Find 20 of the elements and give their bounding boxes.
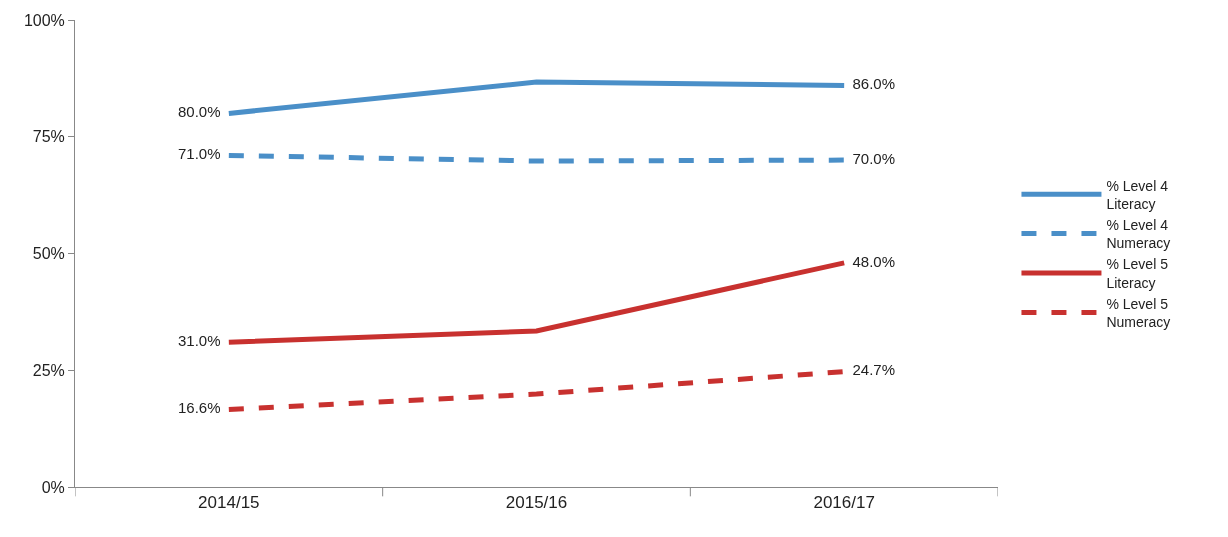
x-tick-label: 2015/16 bbox=[505, 493, 568, 513]
y-tick-label: 0% bbox=[41, 478, 65, 496]
data-label: 48.0% bbox=[844, 252, 904, 270]
y-tick-label: 75% bbox=[32, 128, 65, 146]
data-label: 71.0% bbox=[169, 145, 229, 163]
data-label: 31.0% bbox=[169, 331, 229, 349]
x-tick-label: 2014/15 bbox=[198, 493, 260, 513]
data-label: 70.0% bbox=[844, 149, 904, 167]
y-tick-label: 50% bbox=[32, 245, 65, 263]
y-tick-label: 25% bbox=[32, 361, 65, 379]
data-label: 80.0% bbox=[169, 103, 229, 121]
text: % Level 5 Numeracy bbox=[1106, 295, 1171, 330]
text: % Level 5 Literacy bbox=[1106, 256, 1169, 291]
text: % Level 4 Literacy bbox=[1106, 177, 1169, 212]
text: % Level 4 Numeracy bbox=[1106, 216, 1171, 252]
data-label: 86.0% bbox=[844, 75, 904, 93]
y-tick-label: 100% bbox=[23, 11, 65, 29]
data-label: 16.6% bbox=[169, 399, 229, 417]
data-label: 24.7% bbox=[844, 361, 904, 379]
x-tick-label: 2016/17 bbox=[813, 493, 875, 513]
